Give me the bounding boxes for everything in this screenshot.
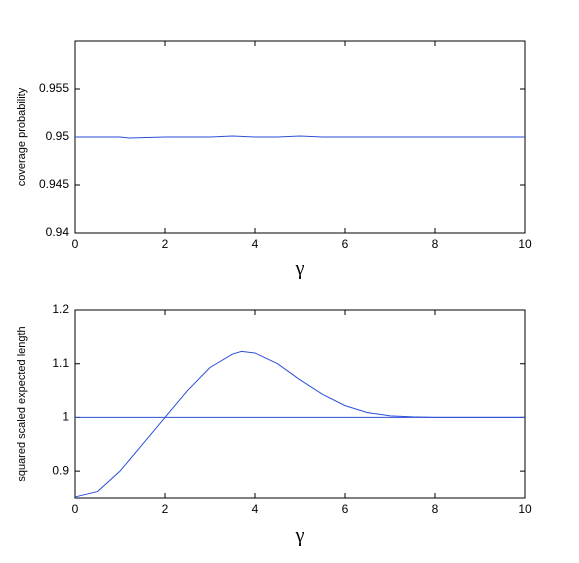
y-tick-label: 0.95 bbox=[46, 129, 70, 143]
y-tick-label: 0.94 bbox=[46, 225, 70, 239]
y-tick-label: 0.9 bbox=[52, 463, 69, 477]
data-line bbox=[75, 135, 525, 139]
y-axis-label: squared scaled expected length bbox=[16, 326, 28, 481]
x-tick-label: 10 bbox=[518, 502, 532, 516]
x-tick-label: 4 bbox=[252, 237, 259, 251]
x-tick-label: 0 bbox=[72, 237, 79, 251]
y-tick-label: 1.2 bbox=[52, 302, 69, 316]
y-axis-label: coverage probability bbox=[16, 87, 28, 186]
x-axis-label: γ bbox=[295, 525, 305, 547]
x-tick-label: 8 bbox=[432, 502, 439, 516]
y-tick-label: 0.945 bbox=[39, 177, 69, 191]
x-tick-label: 8 bbox=[432, 237, 439, 251]
x-tick-label: 4 bbox=[252, 502, 259, 516]
axes-box bbox=[74, 309, 526, 499]
data-line bbox=[74, 350, 525, 498]
x-tick-label: 2 bbox=[162, 502, 169, 516]
y-tick-label: 1.1 bbox=[52, 356, 69, 370]
x-tick-label: 0 bbox=[72, 502, 79, 516]
x-tick-label: 6 bbox=[342, 502, 349, 516]
x-tick-label: 10 bbox=[518, 237, 532, 251]
y-tick-label: 1 bbox=[62, 410, 69, 424]
x-axis-label: γ bbox=[295, 258, 305, 280]
x-tick-label: 2 bbox=[162, 237, 169, 251]
y-tick-label: 0.955 bbox=[39, 81, 69, 95]
x-tick-label: 6 bbox=[342, 237, 349, 251]
